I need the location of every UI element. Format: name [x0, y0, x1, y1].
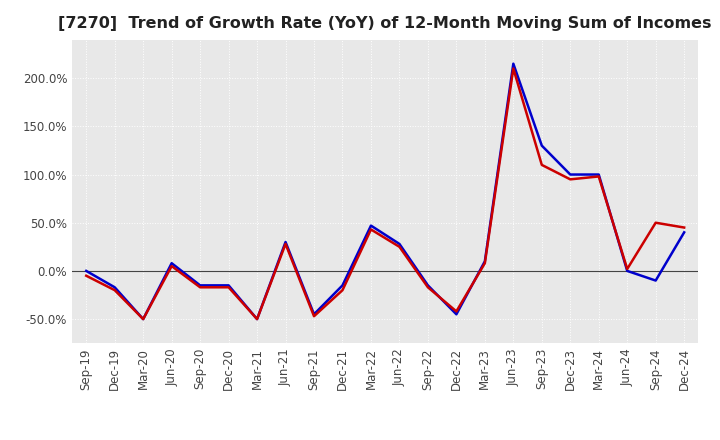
Ordinary Income Growth Rate: [566, 172, 575, 177]
Net Income Growth Rate: [225, 285, 233, 290]
Ordinary Income Growth Rate: [623, 268, 631, 274]
Ordinary Income Growth Rate: [595, 172, 603, 177]
Ordinary Income Growth Rate: [480, 259, 489, 264]
Title: [7270]  Trend of Growth Rate (YoY) of 12-Month Moving Sum of Incomes: [7270] Trend of Growth Rate (YoY) of 12-…: [58, 16, 712, 32]
Net Income Growth Rate: [253, 316, 261, 322]
Net Income Growth Rate: [480, 260, 489, 266]
Ordinary Income Growth Rate: [338, 283, 347, 288]
Ordinary Income Growth Rate: [139, 316, 148, 322]
Net Income Growth Rate: [595, 174, 603, 179]
Net Income Growth Rate: [537, 162, 546, 168]
Ordinary Income Growth Rate: [110, 285, 119, 290]
Net Income Growth Rate: [566, 177, 575, 182]
Net Income Growth Rate: [509, 66, 518, 71]
Line: Ordinary Income Growth Rate: Ordinary Income Growth Rate: [86, 64, 684, 319]
Ordinary Income Growth Rate: [366, 223, 375, 228]
Ordinary Income Growth Rate: [680, 230, 688, 235]
Line: Net Income Growth Rate: Net Income Growth Rate: [86, 69, 684, 319]
Ordinary Income Growth Rate: [225, 283, 233, 288]
Net Income Growth Rate: [338, 288, 347, 293]
Ordinary Income Growth Rate: [167, 260, 176, 266]
Net Income Growth Rate: [82, 273, 91, 279]
Ordinary Income Growth Rate: [423, 283, 432, 288]
Net Income Growth Rate: [366, 227, 375, 232]
Ordinary Income Growth Rate: [452, 312, 461, 317]
Net Income Growth Rate: [652, 220, 660, 225]
Net Income Growth Rate: [167, 264, 176, 269]
Net Income Growth Rate: [310, 314, 318, 319]
Net Income Growth Rate: [282, 241, 290, 246]
Net Income Growth Rate: [623, 266, 631, 271]
Ordinary Income Growth Rate: [395, 241, 404, 246]
Ordinary Income Growth Rate: [282, 239, 290, 245]
Net Income Growth Rate: [196, 285, 204, 290]
Ordinary Income Growth Rate: [196, 283, 204, 288]
Ordinary Income Growth Rate: [652, 278, 660, 283]
Ordinary Income Growth Rate: [253, 316, 261, 322]
Net Income Growth Rate: [110, 288, 119, 293]
Net Income Growth Rate: [452, 309, 461, 314]
Ordinary Income Growth Rate: [509, 61, 518, 66]
Net Income Growth Rate: [139, 316, 148, 322]
Net Income Growth Rate: [680, 225, 688, 230]
Ordinary Income Growth Rate: [537, 143, 546, 148]
Ordinary Income Growth Rate: [310, 312, 318, 317]
Net Income Growth Rate: [395, 244, 404, 249]
Ordinary Income Growth Rate: [82, 268, 91, 274]
Net Income Growth Rate: [423, 285, 432, 290]
